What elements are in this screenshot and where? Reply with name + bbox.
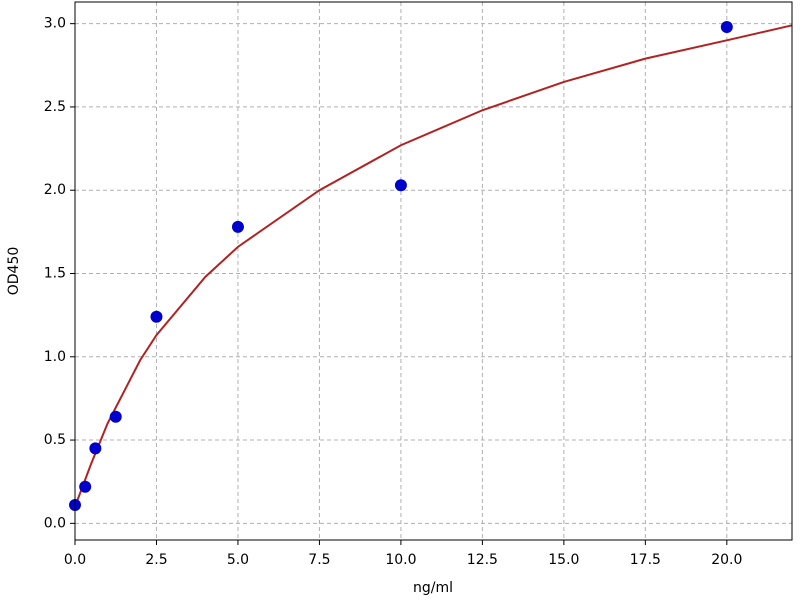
x-tick-label: 12.5	[467, 552, 498, 568]
data-point	[720, 20, 733, 33]
y-tick-label: 2.5	[44, 99, 66, 115]
x-tick-label: 5.0	[227, 552, 249, 568]
data-point	[231, 220, 244, 233]
data-point	[394, 179, 407, 192]
y-tick-label: 2.0	[44, 182, 66, 198]
x-tick-label: 20.0	[711, 552, 742, 568]
fit-curve	[74, 24, 793, 508]
x-tick-label: 2.5	[145, 552, 167, 568]
data-point	[79, 480, 92, 493]
x-tick-label: 0.0	[64, 552, 86, 568]
y-tick-label: 0.5	[44, 432, 66, 448]
y-tick-label: 1.5	[44, 265, 66, 281]
data-point	[89, 442, 102, 455]
plot-frame	[74, 1, 793, 541]
x-tick-label: 15.0	[548, 552, 579, 568]
x-tick-label: 10.0	[385, 552, 416, 568]
x-tick-label: 17.5	[630, 552, 661, 568]
data-point	[109, 410, 122, 423]
x-axis-label: ng/ml	[413, 580, 453, 596]
y-tick-label: 0.0	[44, 515, 66, 531]
x-tick-label: 7.5	[308, 552, 330, 568]
y-tick-label: 1.0	[44, 349, 66, 365]
y-axis-label: OD450	[6, 247, 22, 296]
y-tick-label: 3.0	[44, 16, 66, 32]
data-point	[150, 310, 163, 323]
